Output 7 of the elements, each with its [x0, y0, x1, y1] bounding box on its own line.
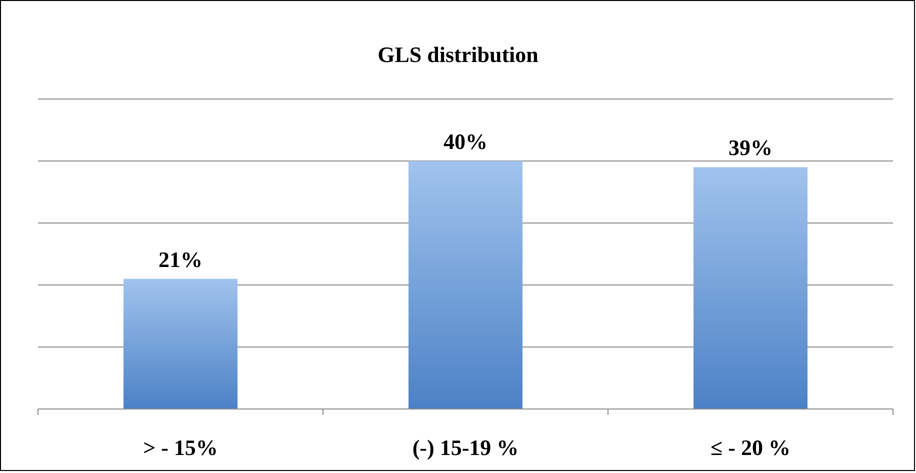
x-tick-label: (-) 15-19 % — [412, 435, 519, 460]
data-label: 21% — [158, 246, 202, 272]
data-label: 39% — [728, 135, 772, 160]
x-tick-label: > - 15% — [143, 435, 218, 460]
chart-title: GLS distribution — [378, 42, 538, 67]
data-label: 40% — [444, 129, 488, 154]
x-tick-label: ≤ - 20 % — [710, 435, 790, 460]
